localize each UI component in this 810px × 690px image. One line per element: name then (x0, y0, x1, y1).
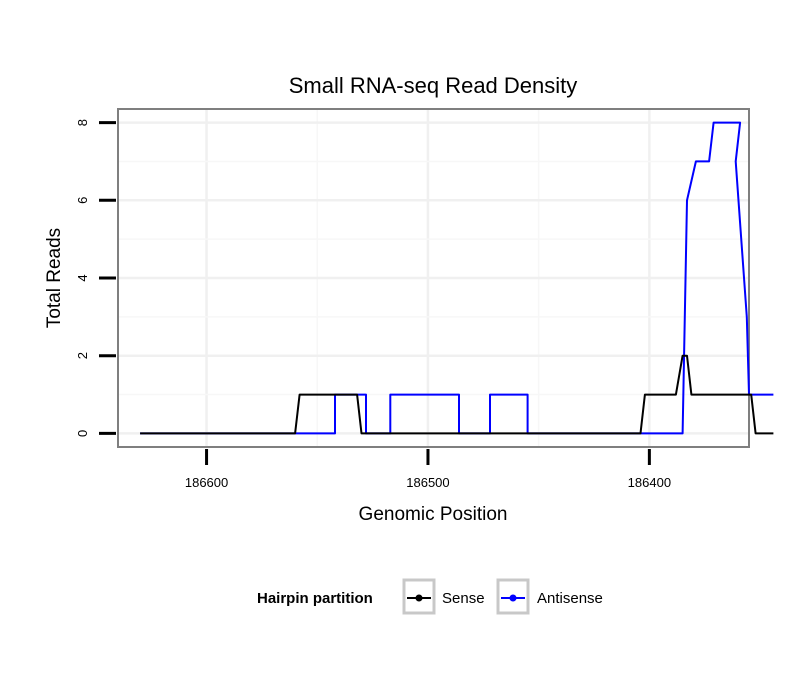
y-tick-label: 6 (75, 197, 90, 204)
y-tick-label: 2 (75, 352, 90, 359)
series-line-sense (140, 354, 774, 435)
plot-panel-border (117, 108, 750, 448)
y-tick-label: 0 (75, 430, 90, 437)
y-tick-label: 8 (75, 119, 90, 126)
x-axis-label: Genomic Position (359, 504, 508, 525)
legend-key-sense-point (415, 594, 423, 602)
legend-key-antisense-point (509, 594, 517, 602)
legend-label-sense: Sense (442, 590, 485, 607)
y-axis-ticks: 0 2 4 6 8 (75, 119, 116, 437)
chart-title: Small RNA-seq Read Density (289, 73, 578, 98)
x-tick-label: 186400 (628, 475, 671, 490)
x-tick-label: 186500 (406, 475, 449, 490)
x-axis-ticks: 186600 186500 186400 (185, 449, 671, 490)
grid (118, 109, 749, 447)
legend-item-antisense: Antisense (496, 578, 603, 615)
legend-key-antisense-box (496, 578, 530, 615)
legend-title: Hairpin partition (257, 590, 373, 607)
series-layer (140, 121, 774, 435)
legend-label-antisense: Antisense (537, 590, 603, 607)
series-line-antisense (140, 121, 774, 435)
y-axis-label: Total Reads (44, 228, 65, 328)
legend-key-sense-box (402, 578, 436, 615)
y-tick-label: 4 (75, 274, 90, 281)
legend-item-sense: Sense (402, 578, 485, 615)
legend: Hairpin partition Sense Antisense (257, 578, 603, 615)
x-tick-label: 186600 (185, 475, 228, 490)
